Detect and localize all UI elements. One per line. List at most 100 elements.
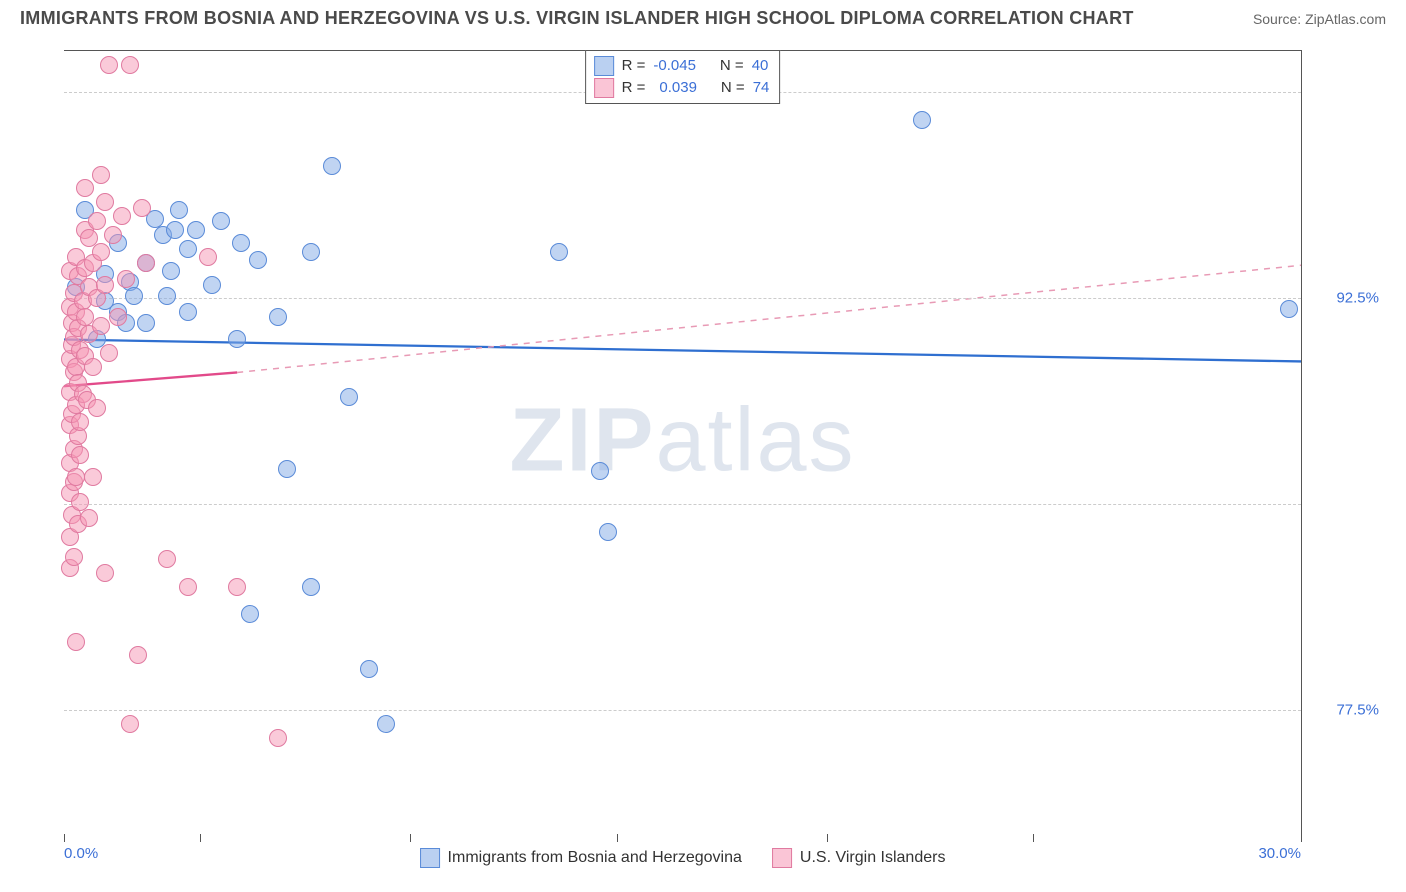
scatter-point-blue: [591, 462, 609, 480]
scatter-point-blue: [323, 157, 341, 175]
x-tick: [1033, 834, 1034, 842]
scatter-point-blue: [269, 308, 287, 326]
scatter-point-pink: [199, 248, 217, 266]
scatter-point-blue: [166, 221, 184, 239]
swatch-blue: [420, 848, 440, 868]
x-tick: [410, 834, 411, 842]
scatter-point-pink: [80, 509, 98, 527]
y-tick-label: 77.5%: [1336, 702, 1379, 719]
scatter-point-blue: [158, 287, 176, 305]
scatter-point-blue: [550, 243, 568, 261]
scatter-point-pink: [133, 199, 151, 217]
scatter-point-blue: [212, 212, 230, 230]
scatter-point-pink: [137, 254, 155, 272]
legend-item-pink: U.S. Virgin Islanders: [772, 848, 946, 868]
chart-source: Source: ZipAtlas.com: [1253, 11, 1386, 27]
chart-area: High School Diploma ZIPatlas R = -0.045 …: [20, 38, 1386, 892]
scatter-point-blue: [913, 111, 931, 129]
scatter-point-pink: [104, 226, 122, 244]
scatter-point-blue: [377, 715, 395, 733]
scatter-point-pink: [92, 166, 110, 184]
scatter-point-pink: [88, 399, 106, 417]
scatter-point-blue: [599, 523, 617, 541]
scatter-point-pink: [92, 317, 110, 335]
n-label: N =: [720, 55, 744, 77]
source-value: ZipAtlas.com: [1305, 11, 1386, 27]
scatter-point-pink: [109, 308, 127, 326]
scatter-point-pink: [96, 564, 114, 582]
legend-label-blue: Immigrants from Bosnia and Herzegovina: [448, 849, 742, 867]
x-tick-label: 30.0%: [1258, 845, 1301, 862]
scatter-point-pink: [96, 276, 114, 294]
scatter-point-blue: [162, 262, 180, 280]
r-label: R =: [622, 77, 646, 99]
scatter-point-blue: [302, 578, 320, 596]
x-tick: [200, 834, 201, 842]
scatter-point-pink: [84, 358, 102, 376]
scatter-point-pink: [84, 468, 102, 486]
scatter-point-blue: [137, 314, 155, 332]
scatter-point-pink: [71, 446, 89, 464]
gridline: [64, 504, 1301, 505]
scatter-point-pink: [113, 207, 131, 225]
scatter-point-pink: [100, 56, 118, 74]
scatter-point-blue: [360, 660, 378, 678]
scatter-point-pink: [117, 270, 135, 288]
scatter-point-blue: [232, 234, 250, 252]
series-legend: Immigrants from Bosnia and Herzegovina U…: [420, 848, 946, 868]
scatter-plot: ZIPatlas R = -0.045 N = 40 R = 0.039 N =…: [64, 50, 1302, 834]
scatter-point-pink: [158, 550, 176, 568]
r-label: R =: [622, 55, 646, 77]
legend-label-pink: U.S. Virgin Islanders: [800, 849, 946, 867]
scatter-point-blue: [302, 243, 320, 261]
scatter-point-blue: [187, 221, 205, 239]
correlation-legend: R = -0.045 N = 40 R = 0.039 N = 74: [585, 50, 781, 104]
scatter-point-blue: [170, 201, 188, 219]
trend-line: [64, 339, 1301, 361]
scatter-point-pink: [96, 193, 114, 211]
swatch-pink: [772, 848, 792, 868]
scatter-point-pink: [76, 179, 94, 197]
scatter-point-blue: [125, 287, 143, 305]
x-tick: [827, 834, 828, 842]
scatter-point-pink: [67, 633, 85, 651]
scatter-point-blue: [179, 303, 197, 321]
trend-lines: [64, 51, 1301, 834]
watermark: ZIPatlas: [509, 389, 855, 492]
scatter-point-blue: [1280, 300, 1298, 318]
scatter-point-pink: [65, 548, 83, 566]
scatter-point-blue: [249, 251, 267, 269]
scatter-point-blue: [179, 240, 197, 258]
scatter-point-pink: [228, 578, 246, 596]
x-tick: [617, 834, 618, 842]
legend-row-pink: R = 0.039 N = 74: [594, 77, 770, 99]
scatter-point-blue: [278, 460, 296, 478]
n-value-blue: 40: [752, 55, 769, 77]
scatter-point-pink: [76, 308, 94, 326]
x-tick: [1301, 834, 1302, 842]
legend-item-blue: Immigrants from Bosnia and Herzegovina: [420, 848, 742, 868]
scatter-point-pink: [71, 413, 89, 431]
scatter-point-pink: [179, 578, 197, 596]
r-value-pink: 0.039: [653, 77, 697, 99]
legend-row-blue: R = -0.045 N = 40: [594, 55, 770, 77]
x-tick-label: 0.0%: [64, 845, 98, 862]
source-label: Source:: [1253, 11, 1305, 27]
scatter-point-pink: [121, 715, 139, 733]
scatter-point-pink: [121, 56, 139, 74]
swatch-pink: [594, 78, 614, 98]
scatter-point-pink: [67, 468, 85, 486]
n-value-pink: 74: [753, 77, 770, 99]
scatter-point-pink: [92, 243, 110, 261]
scatter-point-pink: [129, 646, 147, 664]
gridline: [64, 298, 1301, 299]
scatter-point-pink: [100, 344, 118, 362]
swatch-blue: [594, 56, 614, 76]
scatter-point-blue: [241, 605, 259, 623]
n-label: N =: [721, 77, 745, 99]
gridline: [64, 710, 1301, 711]
chart-title: IMMIGRANTS FROM BOSNIA AND HERZEGOVINA V…: [20, 8, 1134, 29]
x-tick: [64, 834, 65, 842]
y-tick-label: 92.5%: [1336, 290, 1379, 307]
trend-line: [237, 265, 1301, 372]
